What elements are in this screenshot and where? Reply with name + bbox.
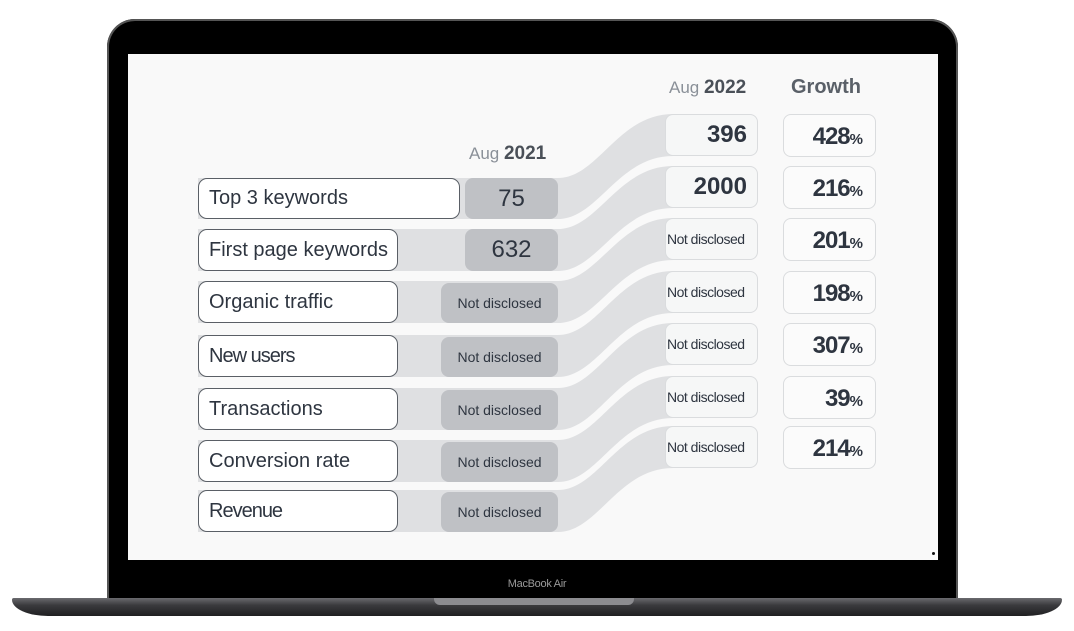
growth-number: 201: [812, 227, 851, 254]
cursor-dot: [932, 552, 935, 555]
metric-label: Revenue: [198, 490, 398, 532]
percent-sign: %: [849, 235, 863, 252]
percent-sign: %: [849, 183, 863, 200]
metric-label: Top 3 keywords: [198, 178, 460, 219]
header-growth: Growth: [791, 76, 861, 98]
growth-number: 216: [812, 175, 851, 202]
percent-sign: %: [849, 288, 863, 305]
metric-label: Conversion rate: [198, 440, 398, 482]
laptop-notch: [434, 598, 634, 605]
value-2021: Not disclosed: [441, 390, 558, 430]
value-2022: Not disclosed: [665, 323, 758, 365]
growth-number: 428: [812, 123, 851, 150]
header-aug-2022: Aug 2022: [669, 77, 746, 99]
growth-number: 307: [812, 332, 851, 359]
growth-number: 39: [824, 385, 851, 412]
value-2022: Not disclosed: [665, 426, 758, 468]
growth-value: 216%: [783, 166, 876, 209]
value-2021: Not disclosed: [441, 283, 558, 323]
header-year: 2021: [503, 143, 547, 164]
value-2022: Not disclosed: [665, 376, 758, 418]
growth-value: 201%: [783, 218, 876, 261]
header-aug-2021: Aug 2021: [469, 143, 546, 165]
growth-value: 307%: [783, 323, 876, 366]
value-2022: Not disclosed: [665, 271, 758, 313]
value-2021: 632: [465, 229, 558, 271]
value-2022: 396: [665, 114, 758, 156]
growth-number: 214: [812, 435, 851, 462]
metric-label: First page keywords: [198, 229, 398, 271]
metric-label: New users: [198, 335, 398, 377]
percent-sign: %: [849, 131, 863, 148]
laptop-base: [12, 598, 1062, 616]
value-2021: Not disclosed: [441, 492, 558, 532]
growth-value: 198%: [783, 271, 876, 314]
growth-value: 214%: [783, 426, 876, 469]
percent-sign: %: [849, 443, 863, 460]
percent-sign: %: [849, 340, 863, 357]
value-2021: Not disclosed: [441, 337, 558, 377]
value-2021: 75: [465, 178, 558, 219]
metric-label: Transactions: [198, 388, 398, 430]
value-2022: 2000: [665, 166, 758, 208]
device-label: MacBook Air: [507, 578, 567, 590]
laptop-screen: Aug 2021 Aug 2022 Growth Top 3 keywords …: [128, 54, 938, 560]
header-month: Aug: [669, 78, 700, 97]
growth-number: 198: [812, 280, 851, 307]
metric-label: Organic traffic: [198, 281, 398, 323]
header-year: 2022: [703, 77, 747, 98]
value-2021: Not disclosed: [441, 442, 558, 482]
percent-sign: %: [849, 393, 863, 410]
growth-value: 39%: [783, 376, 876, 419]
growth-value: 428%: [783, 114, 876, 157]
value-2022: Not disclosed: [665, 218, 758, 260]
header-month: Aug: [469, 144, 500, 163]
